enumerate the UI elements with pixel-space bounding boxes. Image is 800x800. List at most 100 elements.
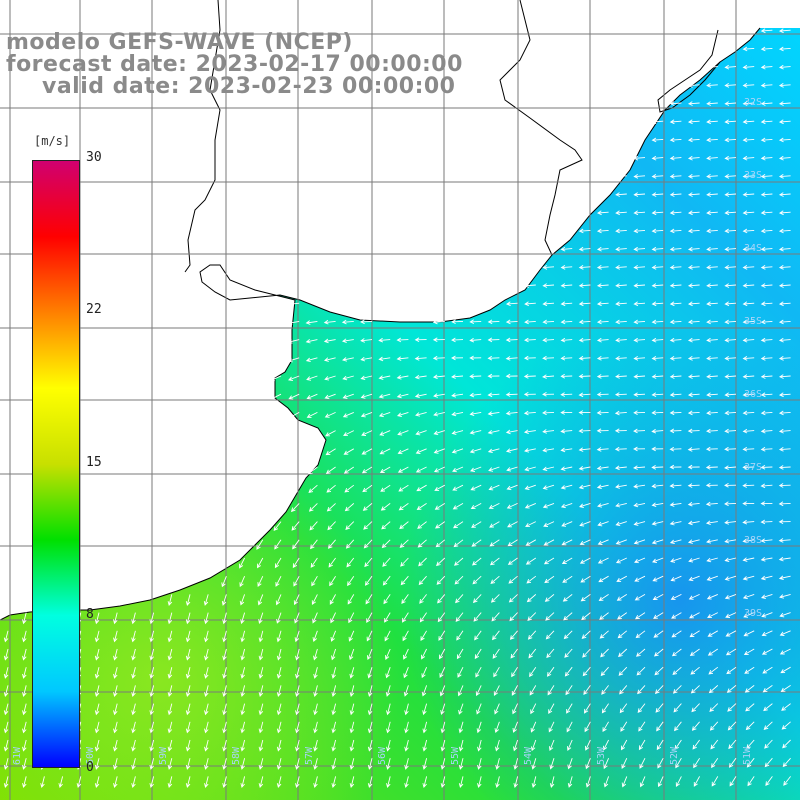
wind-arrow [706,337,718,343]
wind-arrow [582,666,591,677]
wind-arrow [222,721,227,734]
wind-arrow [418,557,427,567]
wind-arrow [324,375,336,381]
wind-arrow [495,758,500,770]
wind-arrow [348,630,355,642]
wind-arrow [690,666,700,675]
wind-arrow [633,301,646,307]
colorbar-tick: 15 [86,455,102,470]
wind-arrow [583,685,591,696]
wind-arrow [167,685,173,698]
wind-arrow [706,374,718,379]
wind-arrow [578,428,591,434]
wind-arrow [439,648,446,660]
wind-arrow [542,410,555,416]
wind-arrow [687,374,700,379]
wind-arrow [742,392,755,398]
wind-arrow [22,612,27,625]
wind-arrow [617,630,628,639]
wind-arrow [349,739,355,752]
wind-arrow [326,484,336,493]
wind-arrow [567,758,573,770]
wind-arrow [507,539,518,547]
wind-arrow [567,776,573,788]
wind-arrow [287,339,300,344]
wind-arrow [638,739,646,751]
wind-arrow [687,155,700,161]
wind-arrow [675,757,682,769]
wind-arrow [204,776,209,789]
wind-arrow [258,721,264,734]
wind-arrow [432,337,445,343]
wind-arrow [615,484,627,489]
wind-arrow [456,630,464,641]
wind-arrow [616,575,628,582]
wind-arrow [422,776,428,789]
wind-arrow [379,430,391,436]
wind-arrow [580,575,591,583]
wind-arrow [94,721,100,734]
wind-arrow [22,630,27,643]
wind-arrow [312,630,318,642]
wind-arrow [276,721,282,734]
wind-arrow [742,246,755,252]
wind-arrow [760,119,773,125]
wind-arrow [544,575,555,584]
wind-arrow [542,265,555,270]
wind-arrow [709,703,719,712]
wind-arrow [399,539,409,548]
wind-arrow [671,648,682,657]
wind-arrow [258,612,264,625]
wind-arrow [451,430,464,435]
wind-arrow [548,703,555,715]
wind-arrow [344,484,355,493]
wind-arrow [742,519,755,525]
wind-arrow [747,776,755,787]
wind-arrow [489,521,500,528]
wind-arrow [385,667,391,679]
wind-arrow [724,155,737,161]
wind-arrow [634,575,646,582]
wind-arrow [473,612,482,622]
wind-arrow [760,155,773,161]
wind-arrow [512,721,519,733]
wind-arrow [778,155,791,161]
wind-arrow [614,446,627,452]
wind-arrow [596,465,609,471]
wind-arrow [469,448,482,454]
wind-arrow [639,757,646,769]
wind-arrow [778,575,791,581]
wind-arrow [742,119,755,125]
wind-arrow [724,101,737,106]
wind-arrow [560,502,573,509]
wind-arrow [167,776,173,789]
wind-arrow [274,539,282,550]
wind-arrow [616,594,628,601]
wind-arrow [505,319,518,325]
wind-arrow [578,246,591,252]
wind-arrow [436,557,446,567]
wind-arrow [596,301,609,307]
wind-arrow [651,319,664,325]
wind-arrow [651,228,664,234]
wind-arrow [185,648,191,661]
wind-arrow [651,265,664,270]
wind-arrow [778,483,791,488]
wind-arrow [505,448,518,453]
wind-arrow [349,703,355,716]
wind-arrow [3,758,9,770]
wind-arrow [22,776,27,789]
wind-arrow [323,338,336,344]
wind-arrow [597,539,609,545]
wind-arrow [760,46,773,52]
wind-arrow [620,721,628,732]
wind-arrow [509,630,518,640]
wind-arrow [742,283,755,288]
wind-arrow [470,484,482,491]
wind-arrow [276,758,282,770]
wind-arrow [603,776,610,788]
wind-arrow [360,338,373,343]
wind-arrow [760,446,773,452]
wind-arrow [454,575,464,585]
